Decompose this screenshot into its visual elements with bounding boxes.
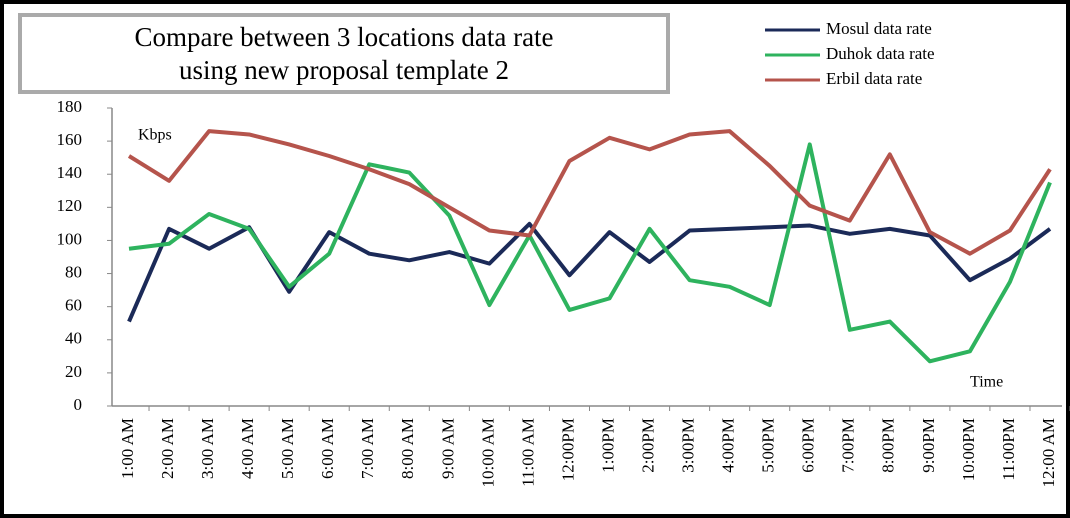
chart-title: using new proposal template 2 xyxy=(179,55,509,85)
series-line xyxy=(127,221,1052,323)
legend-label: Mosul data rate xyxy=(826,19,932,38)
legend-label: Duhok data rate xyxy=(826,44,935,63)
x-tick-label: 6:00 AM xyxy=(318,418,337,479)
y-tick-label: 60 xyxy=(65,296,82,315)
x-tick-label: 12:00 AM xyxy=(1039,418,1058,487)
y-tick-label: 120 xyxy=(57,196,83,215)
x-tick-label: 6:00PM xyxy=(799,418,818,473)
title-box xyxy=(18,13,670,94)
x-tick-label: 9:00 AM xyxy=(438,418,457,479)
x-tick-label: 2:00PM xyxy=(638,418,657,473)
x-tick-label: 10:00 AM xyxy=(478,418,497,487)
x-axis-label: Time xyxy=(970,374,1003,391)
y-tick-label: 160 xyxy=(57,130,83,149)
y-tick-label: 100 xyxy=(57,229,83,248)
x-tick-label: 11:00 AM xyxy=(518,418,537,487)
y-axis-label: Kbps xyxy=(138,127,172,144)
x-tick-label: 4:00 AM xyxy=(238,418,257,479)
chart-title: Compare between 3 locations data rate xyxy=(134,22,553,52)
x-tick-label: 7:00 AM xyxy=(358,418,377,479)
series-line xyxy=(128,142,1052,364)
x-tick-label: 9:00PM xyxy=(919,418,938,473)
x-tick-label: 8:00 AM xyxy=(398,418,417,479)
x-tick-label: 5:00 AM xyxy=(278,418,297,479)
x-tick-label: 7:00PM xyxy=(839,418,858,473)
x-tick-label: 1:00PM xyxy=(598,418,617,473)
y-tick-label: 20 xyxy=(65,362,82,381)
x-tick-label: 3:00PM xyxy=(679,418,698,473)
legend-label: Erbil data rate xyxy=(826,69,922,88)
x-tick-label: 8:00PM xyxy=(879,418,898,473)
series-line xyxy=(127,129,1052,256)
x-tick-label: 4:00PM xyxy=(719,418,738,473)
y-tick-label: 40 xyxy=(65,329,82,348)
x-tick-label: 5:00PM xyxy=(759,418,778,473)
x-tick-label: 2:00 AM xyxy=(158,418,177,479)
y-tick-label: 80 xyxy=(65,262,82,281)
y-tick-label: 140 xyxy=(57,163,83,182)
x-tick-label: 1:00 AM xyxy=(118,418,137,479)
x-tick-label: 11:00PM xyxy=(999,418,1018,481)
y-tick-label: 180 xyxy=(57,97,83,116)
x-tick-label: 10:00PM xyxy=(959,418,978,481)
y-tick-label: 0 xyxy=(74,395,83,414)
x-tick-label: 12:00PM xyxy=(558,418,577,481)
x-tick-label: 3:00 AM xyxy=(198,418,217,479)
